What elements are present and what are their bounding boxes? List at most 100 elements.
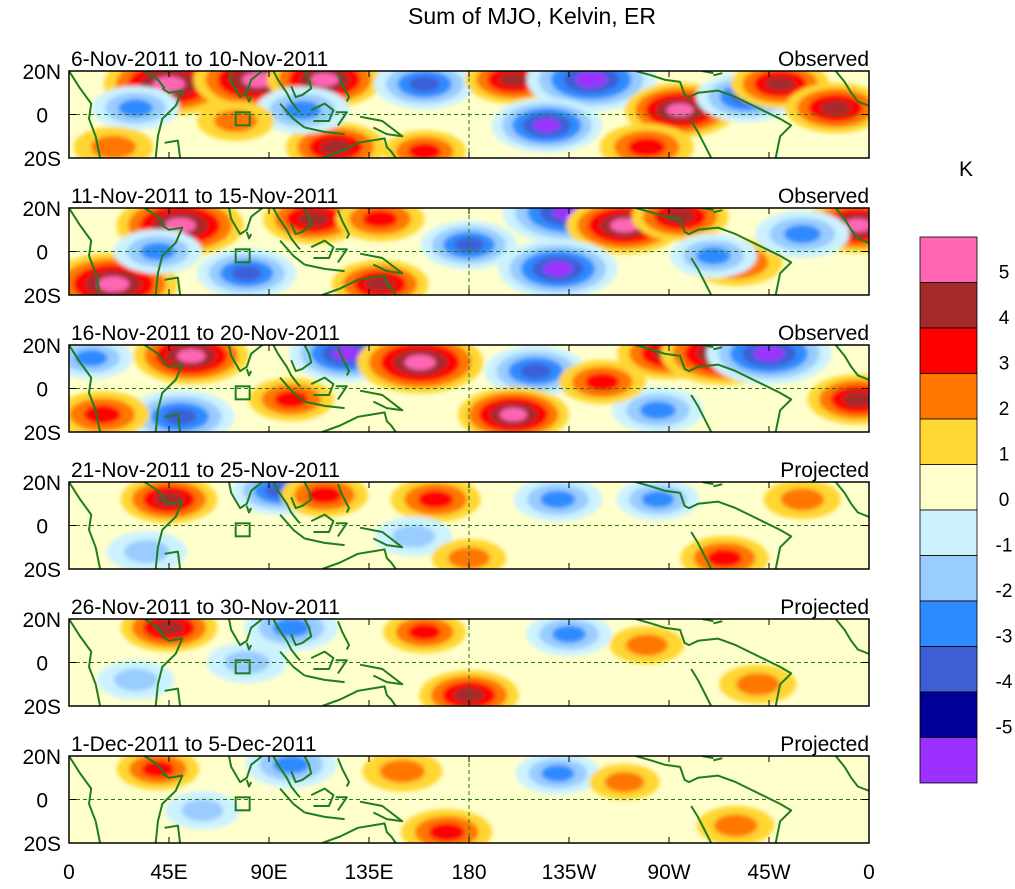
y-tick-label: 20S (24, 833, 61, 856)
y-tick-label: 20S (24, 696, 61, 719)
warm-anomaly (599, 123, 694, 158)
y-tick-label: 0 (36, 790, 48, 813)
y-tick-label: 20N (22, 61, 61, 84)
x-tick-label: 0 (63, 861, 75, 884)
cool-anomaly (374, 71, 476, 110)
warm-anomaly (120, 619, 218, 652)
cool-anomaly (513, 482, 603, 522)
x-tick-label: 180 (451, 861, 486, 884)
x-tick-label: 135W (542, 861, 597, 884)
warm-anomaly (609, 625, 684, 665)
y-tick-label: 20N (22, 609, 61, 632)
cool-anomaly (498, 239, 618, 295)
y-tick-label: 20N (22, 198, 61, 221)
cool-anomaly (196, 248, 297, 295)
colorbar-swatch (919, 737, 978, 784)
colorbar-title: K (959, 158, 973, 181)
panel-status: Observed (778, 48, 869, 71)
y-tick-label: 0 (36, 379, 48, 402)
cool-anomaly (106, 531, 187, 569)
x-tick-label: 45E (150, 861, 187, 884)
map-panel: 20N 0 20S 16-Nov-2011 to 20-Nov-2011 Observe… (22, 322, 870, 445)
y-tick-label: 20S (24, 148, 61, 171)
panel-status: Projected (780, 733, 869, 756)
coastlines (69, 482, 869, 569)
warm-anomaly (73, 126, 154, 158)
panel-status: Projected (780, 459, 869, 482)
warm-anomaly (69, 391, 150, 432)
cool-anomaly (669, 233, 757, 278)
warm-anomaly (362, 756, 443, 792)
warm-anomaly (697, 805, 775, 843)
x-tick-label: 45W (747, 861, 790, 884)
colorbar-level: 5 (999, 263, 1010, 284)
cool-anomaly (526, 71, 656, 112)
anomaly-field (69, 482, 869, 569)
y-tick-label: 20S (24, 422, 61, 445)
warm-anomaly (589, 763, 660, 801)
x-axis: 0 45E 90E 135E 180 135W 90W 45W 0 (63, 861, 875, 884)
warm-anomaly (807, 374, 869, 425)
cool-anomaly (755, 210, 850, 258)
y-tick-label: 20N (22, 472, 61, 495)
y-tick-label: 0 (36, 105, 48, 128)
warm-anomaly (558, 359, 646, 404)
x-tick-label: 90W (647, 861, 690, 884)
colorbar-level: 2 (999, 399, 1010, 420)
cool-anomaly (97, 660, 175, 700)
colorbar-swatch (919, 236, 978, 283)
colorbar-level: 4 (999, 308, 1010, 329)
warm-anomaly (785, 82, 869, 134)
region-box (234, 796, 251, 812)
warm-anomaly (390, 482, 481, 523)
warm-anomaly (458, 387, 569, 432)
warm-anomaly (631, 208, 729, 241)
cool-anomaly (165, 791, 240, 830)
x-tick-label: 0 (863, 861, 875, 884)
region-box (234, 248, 251, 264)
colorbar-level: 3 (999, 354, 1010, 375)
warm-anomaly (763, 482, 841, 520)
warm-anomaly (248, 377, 335, 422)
region-box (234, 385, 251, 401)
panel-date: 6-Nov-2011 to 10-Nov-2011 (71, 48, 328, 71)
warm-anomaly (401, 809, 493, 843)
figure-title: Sum of MJO, Kelvin, ER (408, 3, 656, 29)
cool-anomaly (491, 97, 603, 153)
colorbar-swatch (919, 555, 978, 602)
colorbar-swatch (919, 509, 978, 556)
colorbar-swatch (919, 418, 978, 465)
colorbar-swatch (919, 464, 978, 511)
panel-status: Projected (780, 596, 869, 619)
cool-anomaly (113, 229, 203, 274)
warm-anomaly (357, 345, 484, 394)
map-panel: 20N 0 20S 11-Nov-2011 to 15-Nov-2011 Observe… (22, 185, 870, 308)
coastlines (69, 71, 869, 158)
cool-anomaly (706, 345, 832, 385)
anomaly-field (69, 208, 869, 295)
cool-anomaly (515, 756, 600, 795)
region-box (234, 659, 251, 675)
y-tick-label: 0 (36, 653, 48, 676)
colorbar-swatch (919, 373, 978, 420)
map-panel: 20N 0 20S 26-Nov-2011 to 30-Nov-2011 Project… (22, 596, 870, 719)
coastlines (69, 345, 869, 432)
panel-status: Observed (778, 322, 869, 345)
y-tick-label: 0 (36, 242, 48, 265)
warm-anomaly (383, 130, 466, 158)
colorbar-swatch (919, 282, 978, 329)
panel-date: 1-Dec-2011 to 5-Dec-2011 (71, 733, 317, 756)
panel-date: 21-Nov-2011 to 25-Nov-2011 (71, 459, 340, 482)
x-tick-label: 135E (344, 861, 393, 884)
colorbar: K 5 4 3 2 1 0 -1 -2 -3 -4 -5 (919, 158, 1013, 784)
y-tick-label: 20N (22, 335, 61, 358)
panel-date: 16-Nov-2011 to 20-Nov-2011 (71, 322, 340, 345)
cool-anomaly (92, 85, 180, 130)
map-panel: 20N 0 20S 21-Nov-2011 to 25-Nov-2011 Project… (22, 459, 870, 582)
warm-anomaly (335, 208, 425, 242)
anomaly-field (69, 756, 869, 843)
anomaly-field (69, 71, 869, 158)
panels: 20N 0 20S 6-Nov-2011 to 10-Nov-2011 Observed… (22, 48, 870, 856)
colorbar-level: -3 (996, 627, 1013, 648)
